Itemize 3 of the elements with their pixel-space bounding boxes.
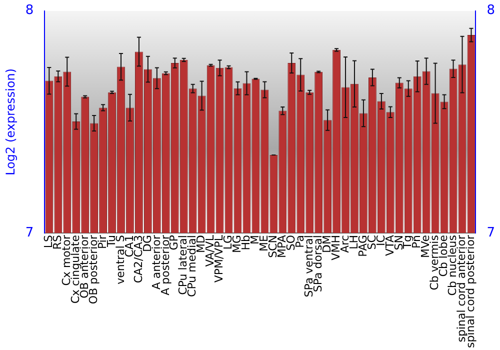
y2-tick-label: 7 [486, 225, 496, 240]
y-axis-title: Log2 (expression) [3, 68, 18, 176]
y2-tick-label: 8 [486, 3, 496, 18]
